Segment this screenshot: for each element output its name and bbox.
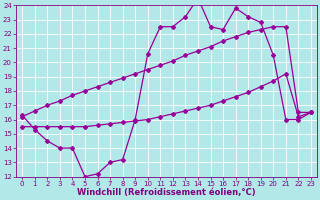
X-axis label: Windchill (Refroidissement éolien,°C): Windchill (Refroidissement éolien,°C) (77, 188, 256, 197)
